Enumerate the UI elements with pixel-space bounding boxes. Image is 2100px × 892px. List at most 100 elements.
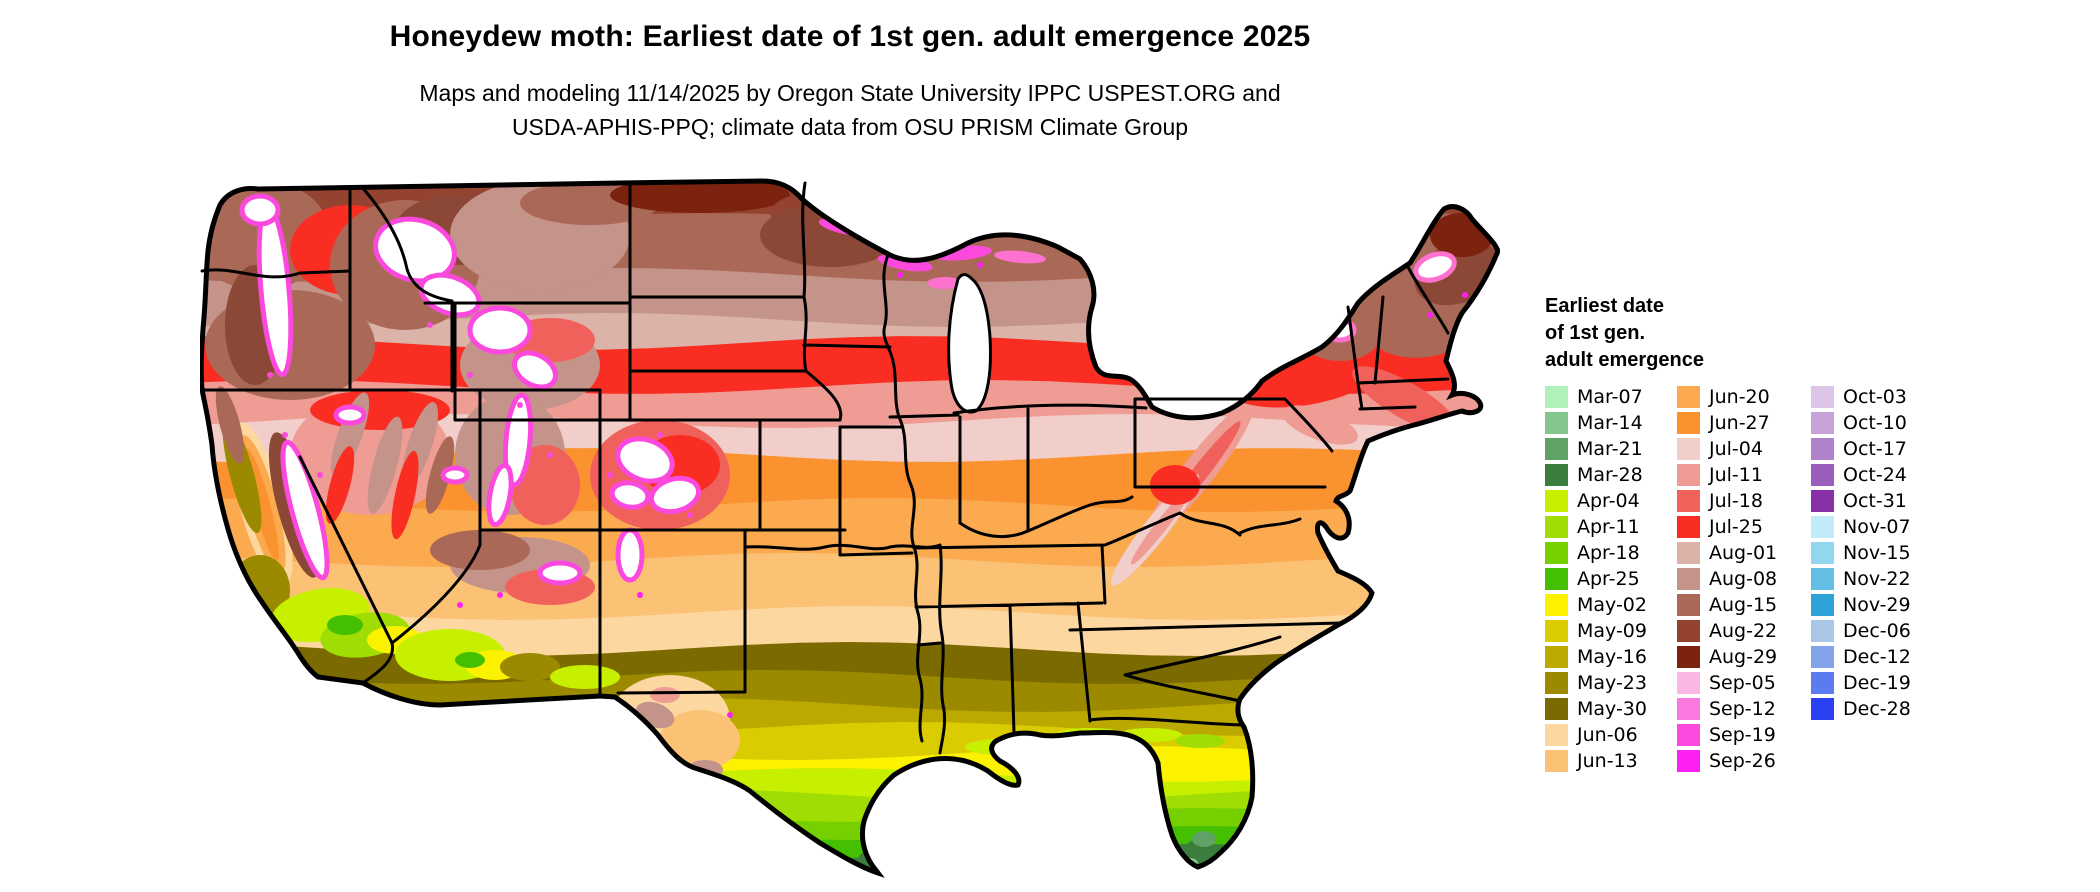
- legend-swatch: [1811, 646, 1834, 668]
- legend-swatch: [1811, 438, 1834, 460]
- legend-label: Jul-11: [1709, 464, 1763, 486]
- legend-row: May-16: [1545, 646, 1663, 668]
- map-title: Honeydew moth: Earliest date of 1st gen.…: [389, 20, 1311, 53]
- legend-swatch: [1677, 750, 1700, 772]
- legend-swatch: [1545, 464, 1568, 486]
- legend-row: Aug-15: [1677, 594, 1797, 616]
- state-borders: [200, 181, 1450, 755]
- legend-swatch: [1811, 568, 1834, 590]
- legend-swatch: [1811, 594, 1834, 616]
- legend-row: Jun-20: [1677, 386, 1797, 408]
- legend-row: Nov-22: [1811, 568, 1937, 590]
- legend-label: Aug-01: [1709, 542, 1778, 564]
- legend-row: Sep-12: [1677, 698, 1797, 720]
- legend-swatch: [1811, 672, 1834, 694]
- legend-label: Jun-20: [1709, 386, 1770, 408]
- legend-row: Jun-13: [1545, 750, 1663, 772]
- legend-row: Oct-10: [1811, 412, 1937, 434]
- legend-label: Sep-26: [1709, 750, 1776, 772]
- legend-swatch: [1811, 620, 1834, 642]
- legend-label: Aug-22: [1709, 620, 1778, 642]
- legend-label: Sep-12: [1709, 698, 1776, 720]
- legend-swatch: [1677, 646, 1700, 668]
- legend-label: Nov-07: [1843, 516, 1911, 538]
- legend: Earliest date of 1st gen. adult emergenc…: [1545, 293, 1975, 772]
- legend-row: Mar-07: [1545, 386, 1663, 408]
- legend-row: Apr-18: [1545, 542, 1663, 564]
- legend-label: Jun-13: [1577, 750, 1638, 772]
- legend-row: Oct-17: [1811, 438, 1937, 460]
- legend-column-3: Oct-03 Oct-10 Oct-17 Oct-24 Oct-31 Nov-07 Nov-…: [1811, 386, 1937, 772]
- legend-label: Nov-15: [1843, 542, 1911, 564]
- legend-label: Mar-14: [1577, 412, 1643, 434]
- legend-label: Apr-25: [1577, 568, 1640, 590]
- legend-row: Mar-21: [1545, 438, 1663, 460]
- legend-swatch: [1811, 698, 1834, 720]
- legend-label: Dec-06: [1843, 620, 1911, 642]
- legend-row: Nov-15: [1811, 542, 1937, 564]
- legend-row: May-02: [1545, 594, 1663, 616]
- subtitle-line-2: USDA-APHIS-PPQ; climate data from OSU PR…: [511, 114, 1189, 140]
- legend-label: Jul-04: [1709, 438, 1763, 460]
- legend-swatch: [1811, 490, 1834, 512]
- legend-swatch: [1545, 750, 1568, 772]
- legend-swatch: [1677, 386, 1700, 408]
- legend-row: Mar-28: [1545, 464, 1663, 486]
- legend-label: Dec-28: [1843, 698, 1911, 720]
- legend-label: Jul-18: [1709, 490, 1763, 512]
- map-subtitle: Maps and modeling 11/14/2025 by Oregon S…: [95, 76, 1605, 144]
- legend-label: Mar-28: [1577, 464, 1643, 486]
- legend-swatch: [1811, 464, 1834, 486]
- legend-swatch: [1677, 672, 1700, 694]
- legend-label: Mar-21: [1577, 438, 1643, 460]
- legend-swatch: [1811, 412, 1834, 434]
- legend-label: Apr-04: [1577, 490, 1640, 512]
- legend-swatch: [1545, 386, 1568, 408]
- legend-swatch: [1545, 542, 1568, 564]
- legend-label: Dec-19: [1843, 672, 1911, 694]
- legend-swatch: [1677, 698, 1700, 720]
- us-emergence-map: [200, 175, 1500, 890]
- legend-label: Mar-07: [1577, 386, 1643, 408]
- legend-row: May-30: [1545, 698, 1663, 720]
- legend-swatch: [1545, 594, 1568, 616]
- legend-row: May-09: [1545, 620, 1663, 642]
- legend-swatch: [1545, 490, 1568, 512]
- legend-row: Oct-24: [1811, 464, 1937, 486]
- legend-swatch: [1545, 672, 1568, 694]
- legend-swatch: [1545, 646, 1568, 668]
- legend-row: Jun-06: [1545, 724, 1663, 746]
- legend-row: Aug-08: [1677, 568, 1797, 590]
- legend-label: May-02: [1577, 594, 1647, 616]
- legend-row: Jul-11: [1677, 464, 1797, 486]
- legend-swatch: [1545, 698, 1568, 720]
- legend-swatch: [1545, 412, 1568, 434]
- legend-label: Dec-12: [1843, 646, 1911, 668]
- legend-label: Oct-24: [1843, 464, 1907, 486]
- header: Honeydew moth: Earliest date of 1st gen.…: [95, 0, 1605, 144]
- legend-row: Sep-19: [1677, 724, 1797, 746]
- legend-swatch: [1677, 594, 1700, 616]
- legend-row: Dec-06: [1811, 620, 1937, 642]
- legend-row: Aug-29: [1677, 646, 1797, 668]
- legend-row: May-23: [1545, 672, 1663, 694]
- legend-row: Sep-05: [1677, 672, 1797, 694]
- legend-row: Oct-03: [1811, 386, 1937, 408]
- legend-row: Jul-18: [1677, 490, 1797, 512]
- legend-label: May-23: [1577, 672, 1647, 694]
- legend-swatch: [1677, 568, 1700, 590]
- legend-swatch: [1545, 438, 1568, 460]
- legend-row: Jul-25: [1677, 516, 1797, 538]
- legend-row: Dec-12: [1811, 646, 1937, 668]
- legend-label: Sep-19: [1709, 724, 1776, 746]
- legend-swatch: [1545, 620, 1568, 642]
- lake-michigan: [947, 273, 992, 414]
- legend-columns: Mar-07 Mar-14 Mar-21 Mar-28 Apr-04 Apr-11 Apr-…: [1545, 386, 1975, 772]
- legend-label: May-16: [1577, 646, 1647, 668]
- legend-label: Oct-31: [1843, 490, 1907, 512]
- legend-swatch: [1677, 724, 1700, 746]
- legend-column-2: Jun-20 Jun-27 Jul-04 Jul-11 Jul-18 Jul-25 Aug-…: [1677, 386, 1797, 772]
- legend-row: Aug-22: [1677, 620, 1797, 642]
- legend-row: Dec-19: [1811, 672, 1937, 694]
